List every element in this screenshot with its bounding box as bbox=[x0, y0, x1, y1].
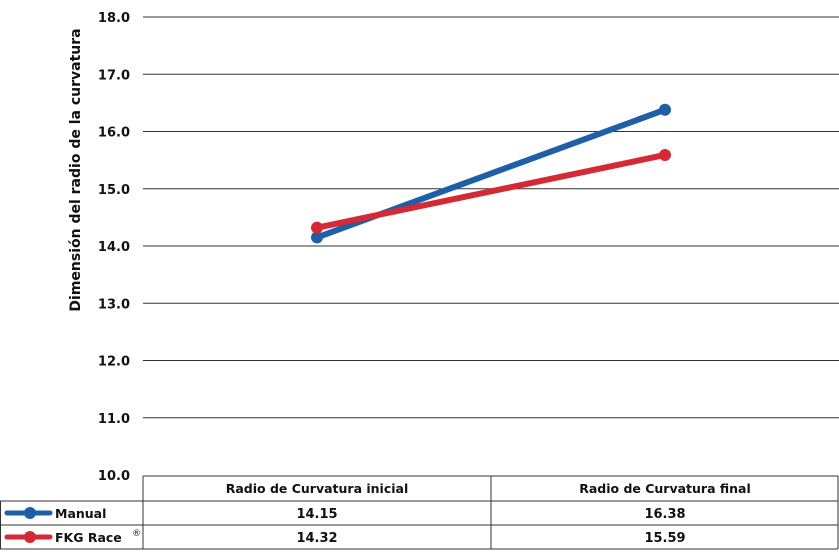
legend-marker bbox=[24, 507, 36, 519]
data-point bbox=[311, 231, 323, 244]
y-tick-label: 18.0 bbox=[98, 11, 130, 26]
series-lines bbox=[311, 103, 671, 244]
series-line bbox=[314, 151, 668, 231]
series-fkg-race bbox=[311, 148, 671, 234]
data-label: 16.38 bbox=[644, 507, 685, 522]
data-point bbox=[659, 103, 671, 116]
category-label: Radio de Curvatura inicial bbox=[226, 481, 409, 496]
data-point bbox=[311, 221, 323, 234]
series-manual bbox=[311, 103, 671, 244]
y-tick-label: 16.0 bbox=[98, 126, 130, 141]
y-tick-label: 12.0 bbox=[98, 355, 130, 370]
y-axis-label: Dimensión del radio de la curvatura bbox=[68, 28, 84, 311]
category-label: Radio de Curvatura final bbox=[579, 481, 751, 496]
data-label: 14.32 bbox=[296, 531, 337, 546]
data-point bbox=[659, 148, 671, 161]
y-tick-label: 17.0 bbox=[98, 68, 130, 83]
legend-marker bbox=[24, 531, 36, 543]
data-label: 14.15 bbox=[296, 507, 337, 522]
legend-label: FKG Race bbox=[55, 530, 122, 545]
legend-label: Manual bbox=[55, 506, 106, 521]
gridlines bbox=[143, 16, 839, 419]
legend-key bbox=[4, 507, 53, 519]
legend-key bbox=[4, 531, 53, 543]
y-tick-label: 11.0 bbox=[98, 412, 130, 427]
data-label: 15.59 bbox=[644, 531, 685, 546]
y-tick-label: 15.0 bbox=[98, 183, 130, 198]
y-tick-label: 13.0 bbox=[98, 297, 130, 312]
y-axis-ticks: 10.0 11.0 12.0 13.0 14.0 15.0 16.0 17.0 18.0 bbox=[98, 11, 130, 484]
registered-mark: ® bbox=[132, 529, 141, 539]
y-tick-label: 10.0 bbox=[98, 469, 130, 484]
y-tick-label: 14.0 bbox=[98, 240, 130, 255]
data-table: Radio de Curvatura inicial Radio de Curva… bbox=[0, 475, 839, 550]
